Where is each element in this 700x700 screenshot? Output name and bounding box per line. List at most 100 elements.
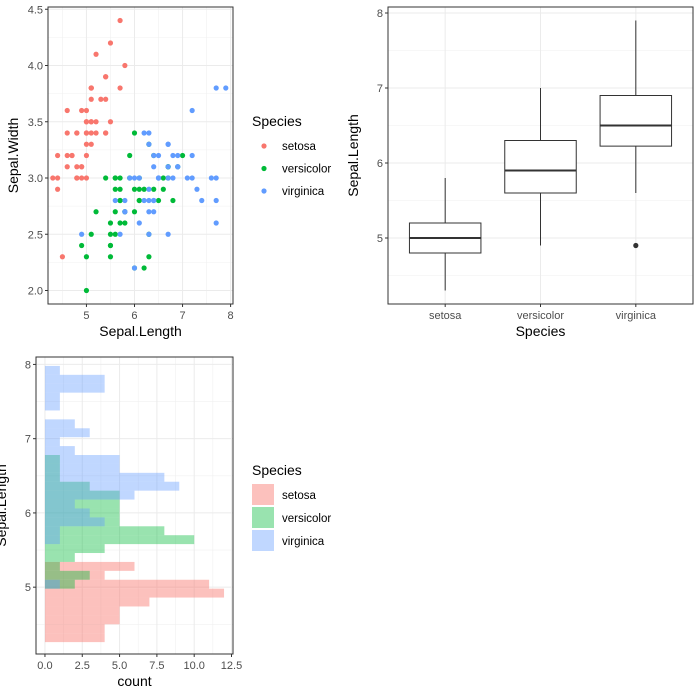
hist-bar-setosa	[44, 588, 225, 598]
scatter-point-setosa	[79, 164, 85, 170]
y-tick-label: 2.0	[28, 286, 43, 298]
scatter-point-setosa	[83, 130, 90, 136]
scatter-point-virginica	[151, 152, 157, 159]
panel-border	[35, 356, 234, 655]
legend-key-virginica	[261, 188, 267, 194]
legend-key-setosa	[261, 143, 267, 149]
scatter-point-virginica	[189, 175, 195, 181]
scatter-point-virginica	[151, 209, 157, 215]
scatter-point-versicolor	[122, 220, 128, 226]
y-tick-label: 4.0	[28, 61, 43, 73]
scatter-point-versicolor	[107, 242, 114, 249]
hist-bar-setosa	[44, 597, 150, 607]
scatter-legend: Species setosa versicolor virginica	[252, 113, 331, 198]
x-axis-title: Sepal.Length	[99, 323, 182, 339]
hist-bar-versicolor	[44, 472, 60, 482]
scatter-point-virginica	[155, 152, 162, 159]
scatter-point-versicolor	[141, 265, 147, 271]
y-tick-label: 6	[377, 158, 383, 170]
scatter-point-virginica	[208, 175, 214, 181]
hist-bar-virginica	[44, 535, 60, 545]
x-tick-label: virginica	[616, 310, 657, 322]
scatter-point-virginica	[151, 164, 157, 170]
scatter-point-virginica	[155, 175, 162, 181]
x-tick-label: 10.0	[183, 660, 204, 672]
scatter-point-setosa	[93, 51, 99, 57]
hist-bar-setosa	[44, 606, 120, 616]
x-tick-label: 7.5	[149, 660, 164, 672]
scatter-point-versicolor	[136, 186, 142, 192]
hist-bar-setosa	[44, 624, 105, 634]
hist-bar-virginica	[44, 392, 60, 402]
scatter-point-virginica	[213, 85, 219, 91]
y-tick-label: 4.5	[28, 4, 43, 16]
scatter-point-versicolor	[83, 254, 90, 260]
scatter-point-virginica	[146, 130, 152, 136]
hist-bar-virginica	[44, 508, 90, 518]
scatter-point-virginica	[79, 231, 85, 237]
scatter-point-virginica	[189, 152, 195, 159]
scatter-point-versicolor	[117, 220, 123, 226]
hist-bar-virginica	[44, 526, 60, 536]
scatter-panel: 2.0 2.5 3.0 3.5 4.0 4.5 5 6 7 8 Sepal.Length Sepal.…	[5, 4, 234, 339]
scatter-point-virginica	[165, 164, 171, 170]
scatter-point-setosa	[93, 130, 99, 136]
scatter-point-setosa	[79, 175, 85, 181]
scatter-point-setosa	[69, 152, 75, 159]
x-tick-label: setosa	[429, 310, 462, 322]
scatter-point-setosa	[88, 130, 94, 136]
scatter-point-versicolor	[155, 197, 162, 204]
scatter-point-setosa	[64, 152, 70, 159]
scatter-point-setosa	[59, 254, 66, 260]
scatter-point-versicolor	[79, 242, 85, 249]
hist-bar-virginica	[44, 383, 105, 393]
hist-bar-versicolor	[44, 508, 120, 518]
y-tick-label: 8	[25, 359, 31, 371]
boxplot-panel: 5 6 7 8 setosa versicolor virginica Species Sepa…	[345, 6, 694, 339]
scatter-point-virginica	[131, 175, 138, 181]
scatter-point-setosa	[103, 96, 109, 102]
hist-bar-virginica	[44, 499, 75, 509]
scatter-point-virginica	[213, 197, 219, 204]
hist-bar-virginica	[44, 517, 105, 527]
hist-bar-virginica	[44, 455, 120, 464]
histogram-panel: 5 6 7 8 0.0 2.5 5.0 7.5 10.0 12.5 count Sepal.Lengt…	[0, 356, 242, 689]
scatter-point-virginica	[194, 186, 200, 192]
hist-bar-versicolor	[44, 544, 105, 554]
box-versicolor	[504, 140, 577, 194]
hist-bar-versicolor	[44, 490, 120, 500]
scatter-point-virginica	[165, 175, 171, 181]
panel-background	[36, 357, 233, 654]
scatter-point-setosa	[55, 175, 61, 181]
hist-bar-versicolor	[44, 535, 195, 545]
scatter-point-virginica	[170, 152, 176, 159]
scatter-point-virginica	[146, 141, 152, 147]
scatter-point-versicolor	[141, 186, 147, 192]
scatter-point-versicolor	[146, 254, 152, 260]
panel-background	[48, 7, 233, 304]
scatter-point-virginica	[122, 197, 128, 204]
hist-bar-setosa	[44, 615, 120, 625]
scatter-point-setosa	[88, 119, 94, 125]
scatter-point-virginica	[127, 175, 133, 181]
outlier-virginica	[633, 242, 639, 249]
scatter-point-versicolor	[83, 287, 90, 294]
x-tick-label: 5	[83, 310, 89, 322]
scatter-point-versicolor	[112, 175, 118, 181]
hist-bar-virginica	[44, 401, 60, 411]
hist-bar-versicolor	[44, 561, 60, 571]
legend-label-setosa: setosa	[282, 141, 316, 153]
scatter-point-setosa	[117, 17, 123, 24]
scatter-point-virginica	[165, 231, 171, 237]
scatter-point-versicolor	[112, 186, 118, 192]
scatter-point-virginica	[175, 152, 181, 159]
scatter-point-setosa	[122, 62, 128, 69]
hist-bar-versicolor	[44, 553, 75, 562]
hist-bar-virginica	[44, 579, 60, 589]
hist-bar-setosa	[44, 570, 105, 580]
scatter-point-setosa	[64, 130, 70, 136]
hist-bar-versicolor	[44, 526, 165, 536]
scatter-point-setosa	[103, 74, 109, 80]
scatter-point-virginica	[146, 231, 152, 237]
scatter-point-versicolor	[136, 197, 142, 204]
